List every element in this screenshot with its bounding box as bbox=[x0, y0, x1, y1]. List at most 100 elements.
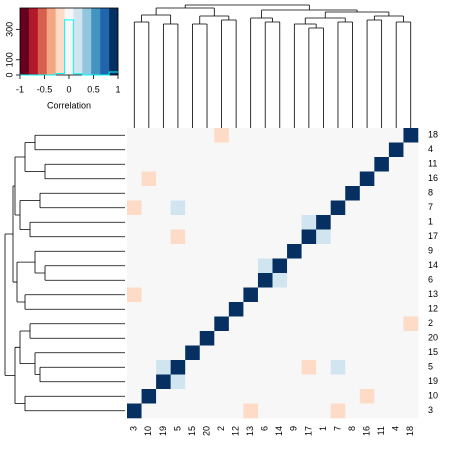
cell bbox=[214, 171, 230, 187]
cell bbox=[243, 157, 259, 172]
cell bbox=[214, 244, 230, 259]
cell bbox=[374, 331, 390, 346]
cell bbox=[403, 186, 419, 201]
cell bbox=[374, 389, 390, 404]
cell bbox=[127, 360, 142, 375]
cell bbox=[345, 258, 361, 274]
cell bbox=[199, 389, 215, 404]
key-color bbox=[82, 8, 92, 75]
cell bbox=[170, 186, 186, 201]
cell bbox=[316, 331, 331, 346]
cell bbox=[199, 374, 215, 390]
cell bbox=[243, 200, 259, 216]
cell bbox=[359, 287, 375, 303]
cell bbox=[359, 128, 375, 143]
cell bbox=[287, 128, 302, 143]
cell bbox=[345, 200, 361, 216]
cell bbox=[127, 157, 142, 172]
cell bbox=[272, 302, 288, 317]
row-label: 20 bbox=[428, 333, 438, 343]
cell bbox=[374, 229, 390, 245]
cell bbox=[185, 302, 201, 317]
cell bbox=[243, 302, 259, 317]
row-label: 8 bbox=[428, 188, 433, 198]
cell bbox=[359, 244, 375, 259]
cell bbox=[170, 345, 186, 361]
cell bbox=[127, 374, 142, 390]
cell bbox=[287, 244, 302, 259]
cell bbox=[272, 171, 288, 187]
cell bbox=[301, 258, 317, 274]
cell bbox=[345, 157, 361, 172]
cell bbox=[272, 157, 288, 172]
cell bbox=[287, 273, 302, 288]
column-label: 7 bbox=[332, 426, 342, 431]
cell bbox=[228, 287, 244, 303]
cell bbox=[156, 360, 171, 375]
cell bbox=[141, 316, 157, 332]
cell bbox=[214, 316, 230, 332]
cell bbox=[388, 316, 404, 332]
cell bbox=[214, 200, 230, 216]
cell bbox=[214, 273, 230, 288]
cell bbox=[403, 128, 419, 143]
cell bbox=[287, 215, 302, 230]
cell bbox=[228, 128, 244, 143]
cell bbox=[403, 374, 419, 390]
cell bbox=[243, 403, 259, 419]
cell bbox=[345, 302, 361, 317]
cell bbox=[170, 200, 186, 216]
cell bbox=[388, 302, 404, 317]
cell bbox=[388, 360, 404, 375]
column-label: 19 bbox=[158, 426, 168, 436]
cell bbox=[287, 157, 302, 172]
row-label: 5 bbox=[428, 362, 433, 372]
cell bbox=[330, 171, 346, 187]
cell bbox=[287, 331, 302, 346]
column-label: 2 bbox=[216, 426, 226, 431]
cell bbox=[156, 258, 171, 274]
cell bbox=[185, 200, 201, 216]
cell bbox=[330, 186, 346, 201]
cell bbox=[228, 186, 244, 201]
cell bbox=[287, 229, 302, 245]
key-color bbox=[20, 8, 30, 75]
cell bbox=[243, 171, 259, 187]
key-color bbox=[109, 8, 119, 75]
column-label: 10 bbox=[143, 426, 153, 436]
cell bbox=[228, 273, 244, 288]
cell bbox=[156, 374, 171, 390]
key-x-tick-label: -0.5 bbox=[37, 84, 53, 94]
cell bbox=[345, 186, 361, 201]
cell bbox=[199, 215, 215, 230]
cell bbox=[345, 215, 361, 230]
cell bbox=[287, 316, 302, 332]
column-label: 16 bbox=[361, 426, 371, 436]
cell bbox=[403, 258, 419, 274]
cell bbox=[316, 302, 331, 317]
cell bbox=[170, 316, 186, 332]
cell bbox=[127, 316, 142, 332]
cell bbox=[388, 273, 404, 288]
cell bbox=[243, 244, 259, 259]
cell bbox=[301, 244, 317, 259]
cell bbox=[141, 389, 157, 404]
cell bbox=[214, 287, 230, 303]
cell bbox=[127, 403, 142, 419]
cell bbox=[185, 229, 201, 245]
row-label: 4 bbox=[428, 144, 433, 154]
cell bbox=[185, 403, 201, 419]
cell bbox=[316, 287, 331, 303]
cell bbox=[170, 215, 186, 230]
cell bbox=[141, 360, 157, 375]
cell bbox=[156, 331, 171, 346]
cell bbox=[388, 215, 404, 230]
cell bbox=[359, 142, 375, 158]
cell bbox=[156, 273, 171, 288]
cell bbox=[272, 331, 288, 346]
cell bbox=[214, 360, 230, 375]
cell bbox=[243, 287, 259, 303]
cell bbox=[156, 128, 171, 143]
cell bbox=[316, 186, 331, 201]
cell bbox=[345, 229, 361, 245]
